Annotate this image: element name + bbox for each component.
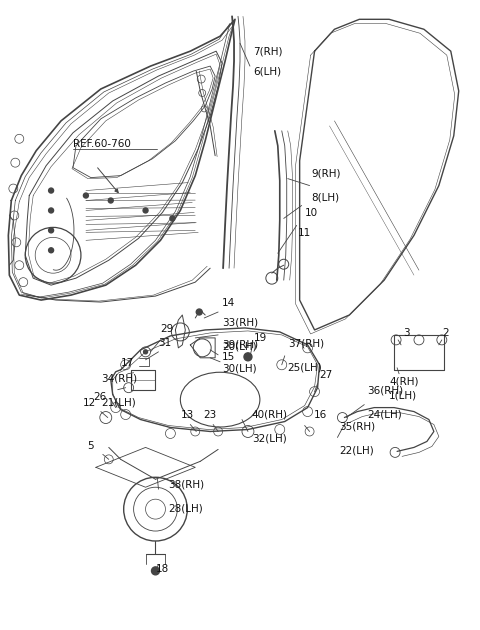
Text: 5: 5 xyxy=(87,442,94,452)
Text: 28(LH): 28(LH) xyxy=(168,503,203,513)
Text: 32(LH): 32(LH) xyxy=(252,433,287,444)
Circle shape xyxy=(152,567,159,575)
Circle shape xyxy=(170,216,175,221)
Text: 17: 17 xyxy=(120,358,134,368)
Text: 12: 12 xyxy=(83,398,96,408)
Text: 11: 11 xyxy=(298,229,311,238)
Circle shape xyxy=(143,208,148,213)
Text: 9(RH): 9(RH) xyxy=(312,169,341,178)
Text: 14: 14 xyxy=(222,298,235,308)
Circle shape xyxy=(108,198,113,203)
Text: 7(RH): 7(RH) xyxy=(253,46,282,56)
Text: 16: 16 xyxy=(313,410,327,420)
Text: 2: 2 xyxy=(442,328,448,338)
Text: 22(LH): 22(LH) xyxy=(339,445,374,455)
Text: 40(RH): 40(RH) xyxy=(252,410,288,420)
Circle shape xyxy=(244,353,252,361)
Text: 38(RH): 38(RH) xyxy=(168,479,204,490)
Text: 25(LH): 25(LH) xyxy=(288,363,323,373)
Text: 1(LH): 1(LH) xyxy=(389,391,417,401)
Text: 4(RH): 4(RH) xyxy=(389,377,419,387)
Text: 34(RH): 34(RH) xyxy=(101,374,137,384)
Text: 24(LH): 24(LH) xyxy=(367,410,402,420)
Text: 33(RH): 33(RH) xyxy=(222,318,258,328)
Circle shape xyxy=(48,228,54,233)
Text: 36(RH): 36(RH) xyxy=(367,386,403,396)
Circle shape xyxy=(48,188,54,193)
Text: 10: 10 xyxy=(305,209,318,219)
Text: 21(LH): 21(LH) xyxy=(101,398,135,408)
Text: 31: 31 xyxy=(158,338,172,348)
Circle shape xyxy=(144,350,147,354)
Text: 15: 15 xyxy=(222,352,235,362)
Text: REF.60-760: REF.60-760 xyxy=(73,139,131,149)
Circle shape xyxy=(48,248,54,253)
Text: 27: 27 xyxy=(320,370,333,380)
Text: 30(LH): 30(LH) xyxy=(222,364,257,374)
Circle shape xyxy=(48,208,54,213)
Circle shape xyxy=(84,193,88,198)
Text: 19: 19 xyxy=(254,333,267,343)
Text: 18: 18 xyxy=(156,564,169,574)
Text: 3: 3 xyxy=(403,328,409,338)
Text: 23: 23 xyxy=(203,410,216,420)
Text: 20(LH): 20(LH) xyxy=(222,342,257,352)
Text: 37(RH): 37(RH) xyxy=(288,339,324,349)
Circle shape xyxy=(196,309,202,315)
Text: 39(RH): 39(RH) xyxy=(222,340,258,350)
Text: 6(LH): 6(LH) xyxy=(253,66,281,76)
Text: 26: 26 xyxy=(93,392,106,401)
Text: 35(RH): 35(RH) xyxy=(339,421,375,432)
Text: 8(LH): 8(LH) xyxy=(312,193,340,202)
Text: 29: 29 xyxy=(160,324,174,334)
Text: 13: 13 xyxy=(180,410,193,420)
